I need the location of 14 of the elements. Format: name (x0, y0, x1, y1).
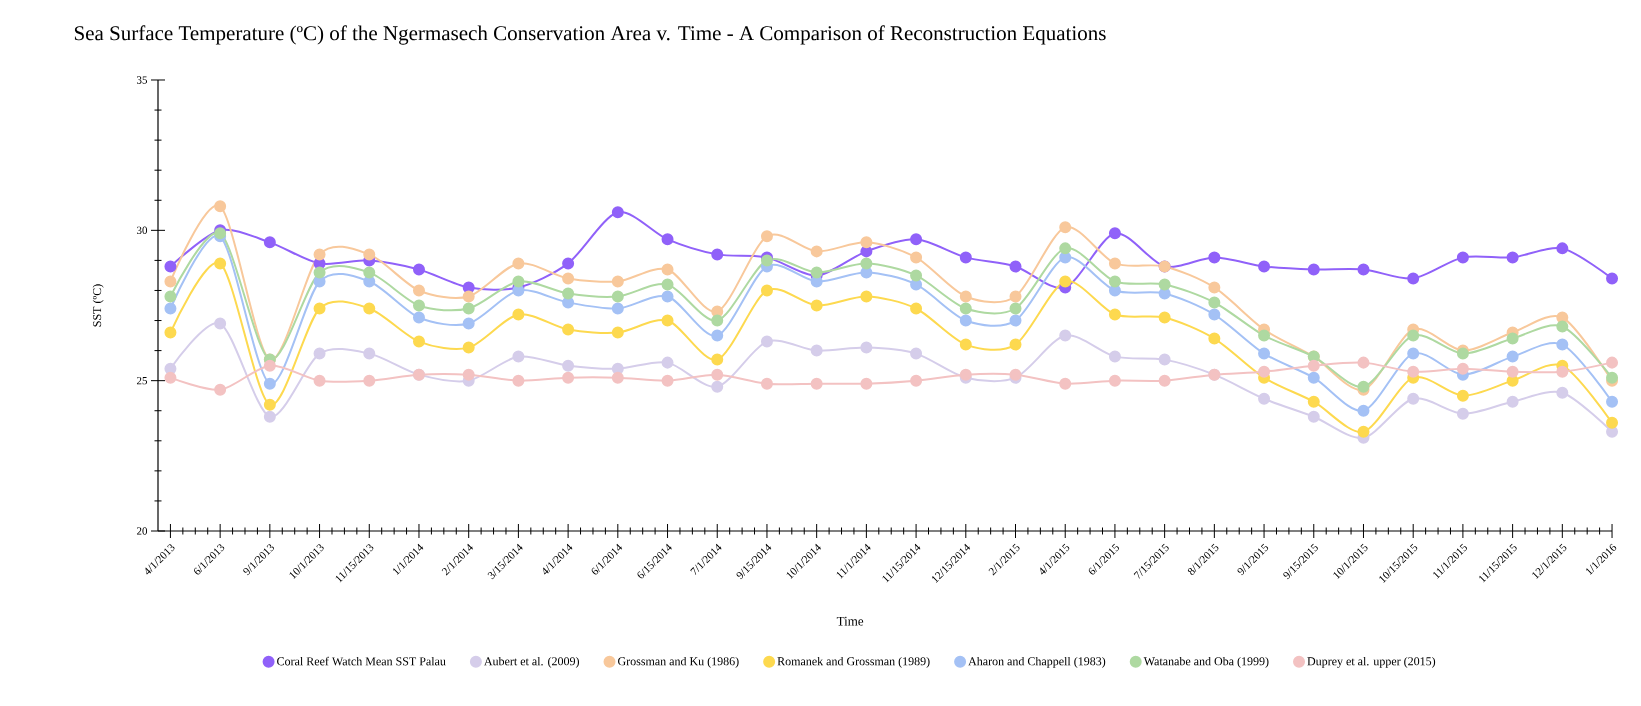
legend-label: Aubert et al. (2009) (484, 656, 579, 668)
legend-label: Romanek and Grossman (1989) (777, 656, 930, 668)
y-tick-label: 35 (137, 76, 148, 84)
legend-label: Watanabe and Oba (1999) (1143, 656, 1269, 668)
y-tick-label: 20 (136, 527, 148, 535)
y-tick-label: 25 (136, 376, 148, 385)
legend-label: Coral Reef Watch Mean SST Palau (277, 656, 446, 666)
chart-title: Sea Surface Temperature (ºC) of the Ngermasech Conservation Area v. Time - A Comparison of Reconstruction Equations (74, 25, 1106, 45)
legend-label: Aharon and Chappell (1983) (968, 656, 1106, 668)
legend-label: Duprey et al. upper (2015) (1307, 656, 1436, 668)
y-axis-title: SST (ºC) (92, 284, 104, 327)
y-tick-label: 30 (137, 226, 148, 235)
legend-label: Grossman and Ku (1986) (618, 656, 739, 668)
x-axis-title: Time (836, 616, 864, 626)
